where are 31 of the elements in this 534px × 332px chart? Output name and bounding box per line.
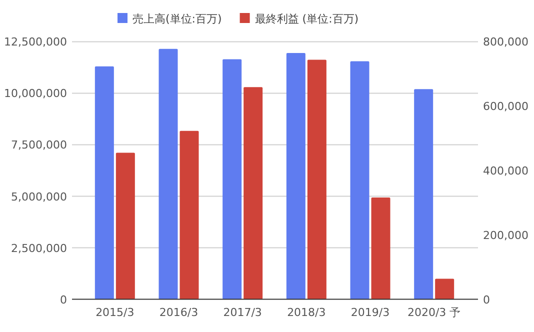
y-tick-label: 7,500,000 bbox=[11, 138, 67, 152]
y-tick-label: 12,500,000 bbox=[4, 36, 67, 49]
y2-tick-label: 800,000 bbox=[483, 36, 528, 49]
y-tick-label: 2,500,000 bbox=[11, 242, 67, 255]
bar bbox=[286, 53, 306, 300]
y-tick-label: 10,000,000 bbox=[4, 87, 67, 100]
y2-tick-label: 200,000 bbox=[483, 228, 528, 242]
bar bbox=[116, 152, 135, 300]
bar bbox=[180, 130, 199, 300]
x-tick-label: 2015/3 bbox=[96, 306, 134, 319]
bar bbox=[244, 87, 263, 300]
legend-label: 最終利益 (単位:百万) bbox=[254, 12, 359, 26]
y2-tick-label: 0 bbox=[483, 293, 490, 306]
y-tick-label: 5,000,000 bbox=[11, 190, 67, 204]
bar bbox=[158, 48, 178, 300]
x-tick-label: 2018/3 bbox=[287, 306, 326, 319]
x-tick-label: 2020/3 予 bbox=[407, 306, 461, 319]
y2-tick-label: 600,000 bbox=[483, 100, 528, 114]
bar bbox=[435, 278, 454, 300]
bar bbox=[371, 198, 390, 300]
bar bbox=[307, 60, 326, 300]
x-tick-label: 2017/3 bbox=[223, 306, 262, 319]
legend-label: 売上高(単位:百万) bbox=[132, 12, 222, 26]
bar bbox=[94, 66, 114, 300]
bar bbox=[414, 89, 434, 300]
bar bbox=[350, 61, 370, 300]
x-tick-label: 2016/3 bbox=[159, 306, 198, 319]
bar bbox=[222, 59, 242, 300]
x-tick-label: 2019/3 bbox=[350, 306, 390, 319]
y2-tick-label: 400,000 bbox=[483, 164, 528, 178]
y-tick-label: 0 bbox=[60, 293, 67, 306]
